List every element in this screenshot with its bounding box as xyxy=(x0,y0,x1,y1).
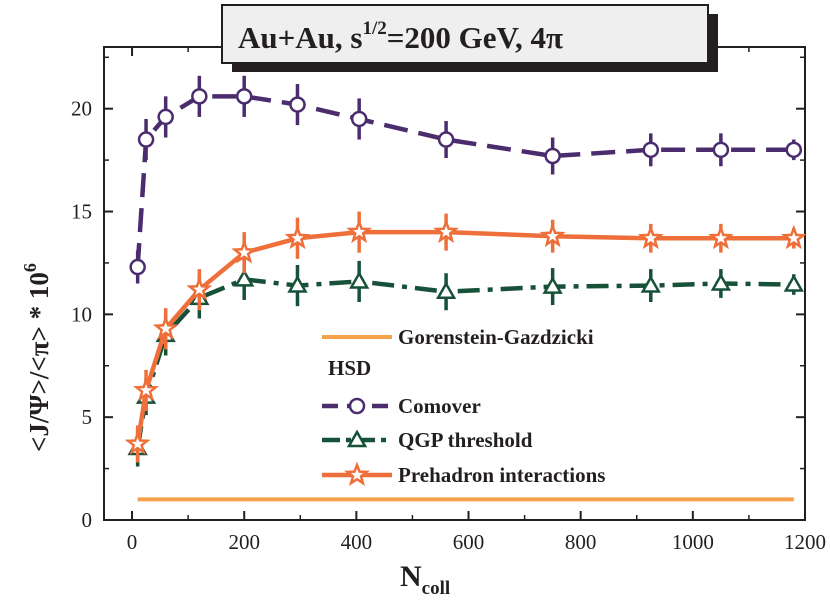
data-point-prehadron-interactions xyxy=(780,224,807,250)
data-point-comover xyxy=(137,131,155,148)
data-point-prehadron-interactions xyxy=(124,430,151,455)
x-tick-label: 1200 xyxy=(784,530,826,554)
data-point-prehadron-interactions xyxy=(284,224,311,250)
data-point-prehadron-interactions xyxy=(708,224,734,250)
data-point-comover xyxy=(785,141,803,159)
data-point-prehadron-interactions xyxy=(152,315,179,340)
data-point-comover xyxy=(350,110,368,128)
data-point-comover xyxy=(544,147,561,165)
x-tick-label: 0 xyxy=(127,530,138,554)
legend-swatch-comover xyxy=(322,397,392,415)
y-tick-label: 5 xyxy=(82,405,93,429)
x-axis-label: Ncoll xyxy=(400,560,450,599)
title-box-frame xyxy=(221,4,709,64)
title-box: Au+Au, s1/2=200 GeV, 4π xyxy=(221,4,718,72)
legend-label-comover: Comover xyxy=(398,394,481,418)
data-point-prehadron-interactions xyxy=(133,376,159,402)
data-point-prehadron-interactions xyxy=(186,276,213,301)
series-line-comover xyxy=(135,94,794,268)
data-point-comover xyxy=(191,88,208,105)
x-tick-label: 600 xyxy=(453,530,485,554)
y-tick-label: 10 xyxy=(71,302,92,326)
data-point-qgp-threshold xyxy=(640,275,661,293)
y-tick-label: 0 xyxy=(82,508,93,532)
series-line-qgp-threshold xyxy=(135,277,794,449)
legend-label-prehadron-interactions: Prehadron interactions xyxy=(398,463,605,487)
x-tick-label: 800 xyxy=(565,530,597,554)
data-point-comover xyxy=(712,141,730,159)
data-point-qgp-threshold xyxy=(234,268,255,287)
data-point-prehadron-interactions xyxy=(539,222,566,248)
data-point-qgp-threshold xyxy=(349,270,370,289)
data-point-qgp-threshold xyxy=(710,272,732,291)
x-tick-label: 200 xyxy=(228,530,260,554)
y-axis-label: <J/Ψ>/<π> * 106 xyxy=(20,263,54,452)
data-point-comover xyxy=(129,258,146,276)
data-point-prehadron-interactions xyxy=(346,218,373,244)
chart-title: Au+Au, s1/2=200 GeV, 4π xyxy=(238,18,563,55)
data-point-qgp-threshold xyxy=(783,274,804,292)
series-prehadron-interactions xyxy=(124,211,807,463)
legend-marker-comover xyxy=(348,397,366,415)
data-point-comover xyxy=(437,131,455,148)
data-point-qgp-threshold xyxy=(435,281,457,299)
data-point-comover xyxy=(235,88,253,105)
data-point-qgp-threshold xyxy=(287,275,308,293)
series-comover xyxy=(129,75,803,284)
legend: Gorenstein-Gazdzicki HSD Comover QGP thr… xyxy=(322,325,605,487)
legend-label-gorenstein-gazdzicki: Gorenstein-Gazdzicki xyxy=(398,325,594,349)
data-point-comover xyxy=(289,96,306,113)
data-point-qgp-threshold xyxy=(542,276,563,294)
y-tick-label: 20 xyxy=(71,97,92,121)
y-tick-label: 15 xyxy=(71,200,92,224)
data-point-comover xyxy=(642,141,660,159)
legend-label-qgp-threshold: QGP threshold xyxy=(398,428,533,452)
plot-area: 0 200 400 600 800 1000 1200 0 5 10 15 20 xyxy=(71,46,826,554)
data-point-comover xyxy=(157,108,174,126)
data-point-prehadron-interactions xyxy=(637,224,664,250)
legend-marker-qgp-threshold xyxy=(346,429,368,448)
legend-marker-prehadron-interactions xyxy=(344,461,370,486)
x-tick-label: 400 xyxy=(341,530,373,554)
data-point-prehadron-interactions xyxy=(231,239,258,264)
legend-swatch-qgp-threshold xyxy=(322,429,392,448)
x-tick-label: 1000 xyxy=(672,530,714,554)
data-point-prehadron-interactions xyxy=(433,218,459,244)
series-line-prehadron-interactions xyxy=(135,229,794,445)
legend-swatch-prehadron-interactions xyxy=(322,461,392,486)
legend-header: HSD xyxy=(328,356,371,380)
